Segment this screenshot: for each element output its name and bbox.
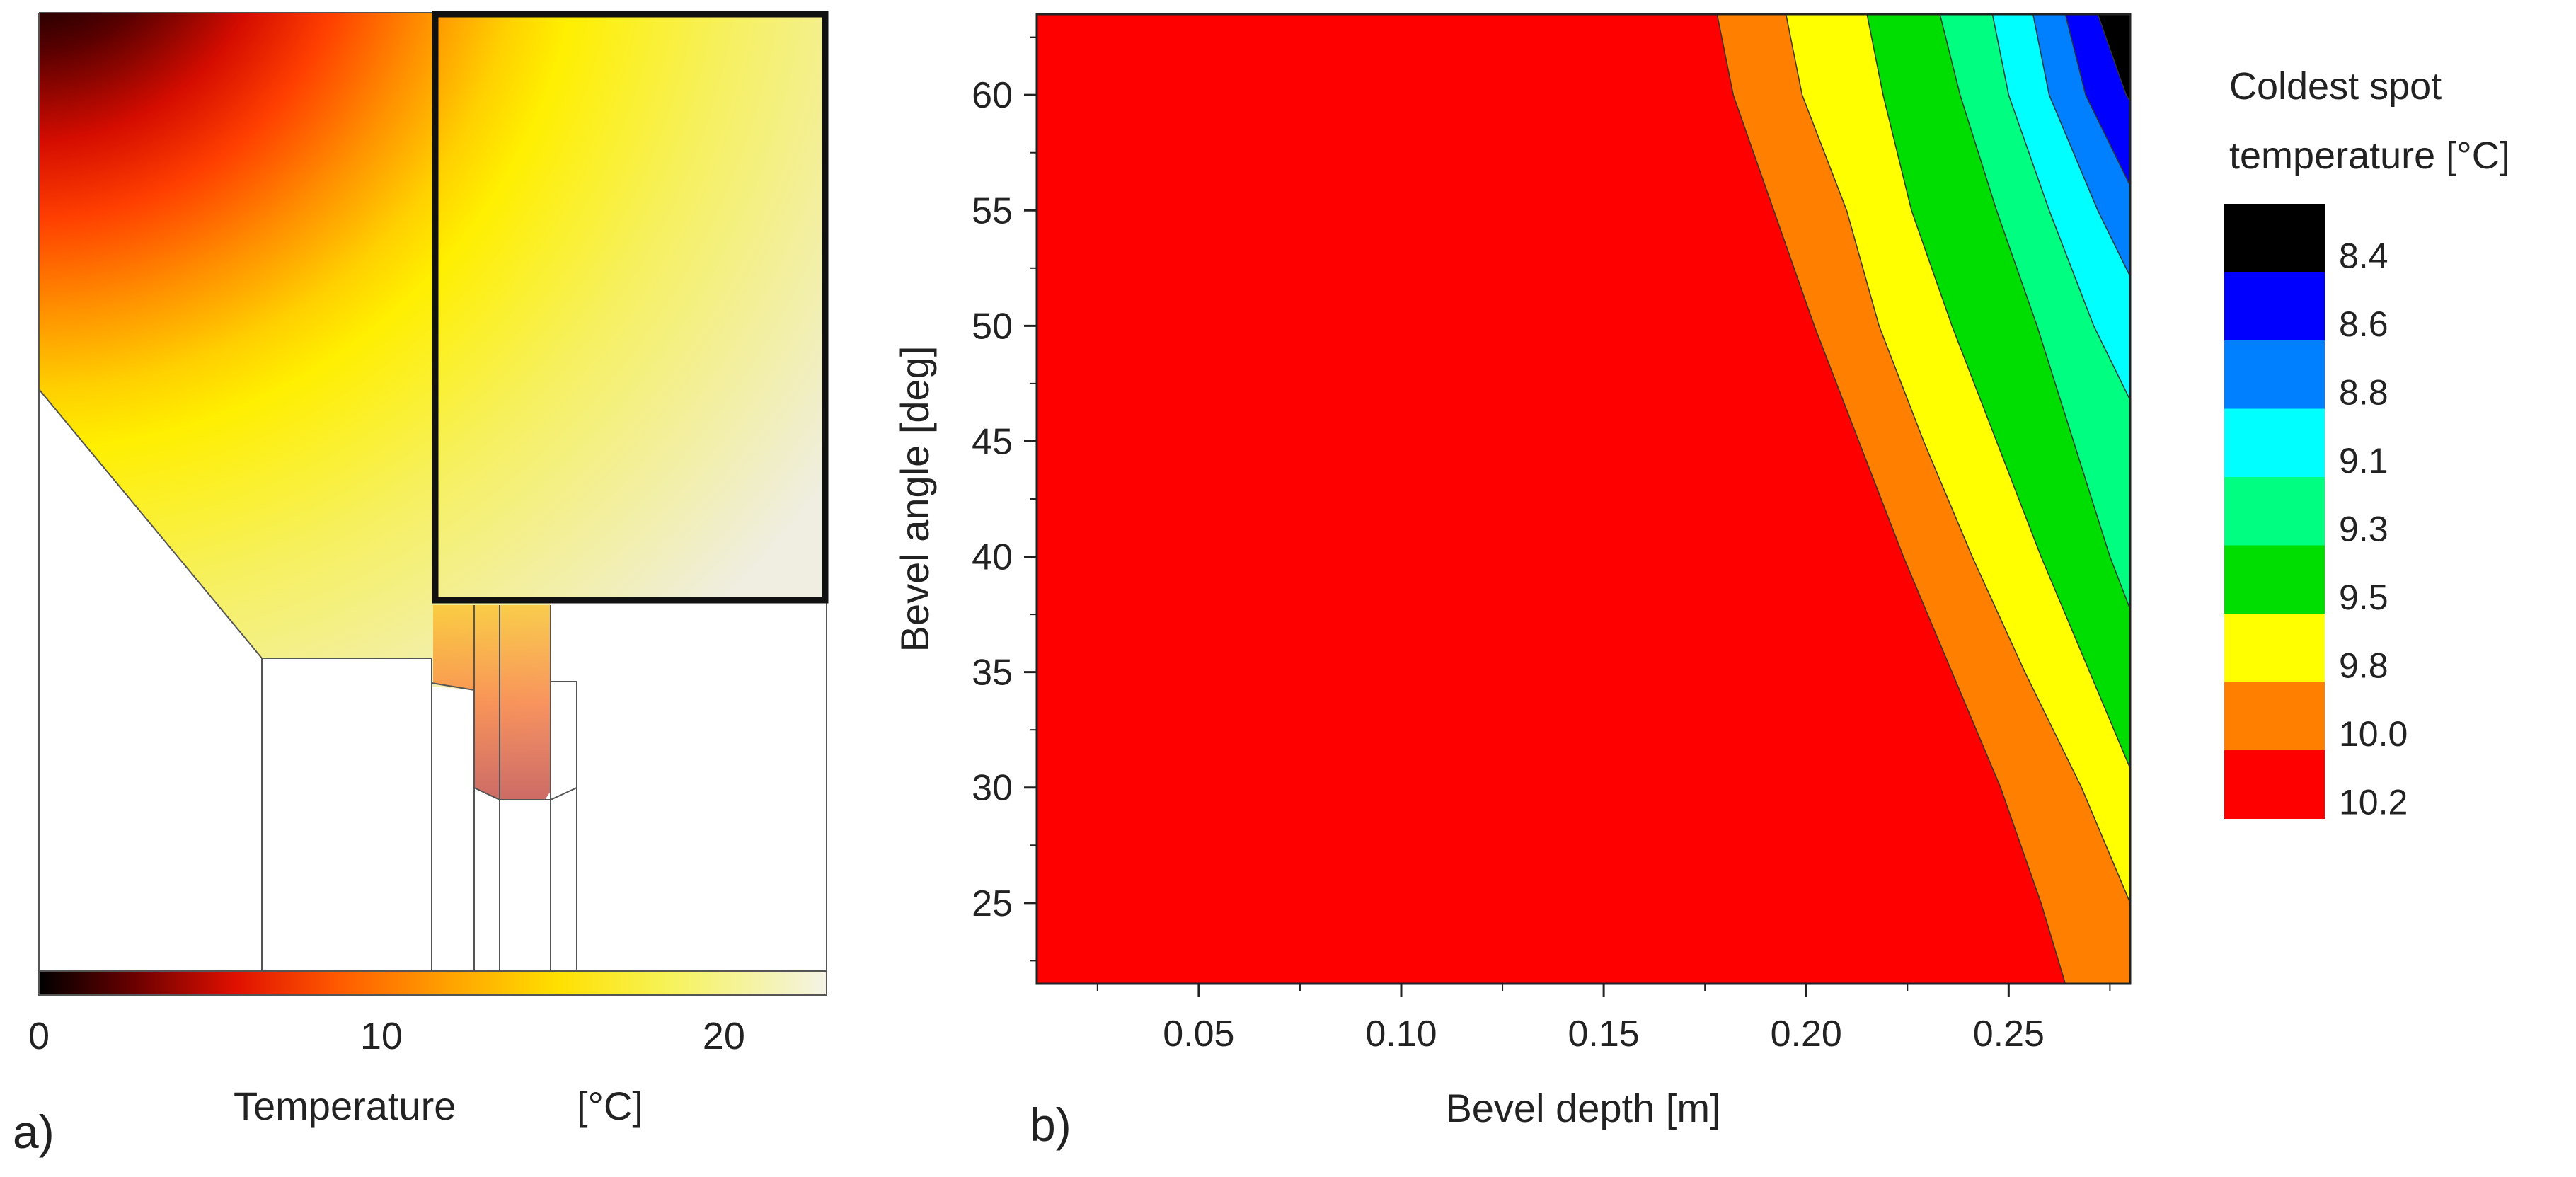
colorbar-swatch xyxy=(2224,204,2325,272)
y-axis: 25 30 35 40 45 50 55 60 xyxy=(972,36,1037,962)
colorbar-swatch xyxy=(2224,750,2325,819)
y-tick-label: 40 xyxy=(972,537,1013,578)
panel-b-label: b) xyxy=(1030,1098,1071,1151)
y-tick-label: 35 xyxy=(972,653,1013,694)
colorbar-ticks: 0 10 20 xyxy=(28,1015,745,1057)
region-8.4 xyxy=(2097,14,2130,103)
colorbar-swatch xyxy=(2224,477,2325,546)
temperature-colorbar xyxy=(38,970,827,996)
colorbar-level-label: 9.5 xyxy=(2339,578,2388,617)
colorbar-swatch xyxy=(2224,340,2325,409)
colorbar-level-label: 10.0 xyxy=(2339,714,2408,754)
y-tick-label: 45 xyxy=(972,421,1013,462)
x-tick-label: 0.15 xyxy=(1568,1014,1640,1055)
x-axis: 0.05 0.10 0.15 0.20 0.25 xyxy=(1096,984,2111,1055)
colorbar-swatch xyxy=(2224,614,2325,682)
y-tick-label: 50 xyxy=(972,306,1013,347)
colorbar-level-label: 9.1 xyxy=(2339,441,2388,481)
contour-regions xyxy=(1037,14,2130,984)
colorbar-level-label: 10.2 xyxy=(2339,783,2408,822)
panel-b: 0.05 0.10 0.15 0.20 0.25 25 30 35 40 45 50 55 60 Be… xyxy=(892,13,2510,1151)
panel-a-label: a) xyxy=(13,1106,54,1158)
temperature-unit-label: [°C] xyxy=(577,1084,643,1128)
y-tick-label: 30 xyxy=(972,768,1013,809)
y-tick-label: 25 xyxy=(972,883,1013,924)
colorbar-tick-label: 0 xyxy=(28,1015,50,1057)
colorbar-level-label: 8.6 xyxy=(2339,304,2388,344)
x-tick-label: 0.05 xyxy=(1163,1014,1234,1055)
x-tick-label: 0.20 xyxy=(1771,1014,1842,1055)
y-tick-label: 60 xyxy=(972,75,1013,116)
colorbar-swatch xyxy=(2224,545,2325,614)
neck-region xyxy=(433,605,551,800)
x-axis-label: Bevel depth [m] xyxy=(1445,1086,1720,1130)
panel-a: 0 10 20 Temperature [°C] a) xyxy=(13,11,829,1158)
colorbar-title-line1: Coldest spot xyxy=(2229,65,2442,108)
colorbar-level-label: 9.3 xyxy=(2339,510,2388,549)
colorbar-title-line2: temperature [°C] xyxy=(2229,134,2510,177)
colorbar-level-label: 9.8 xyxy=(2339,646,2388,686)
y-tick-label: 55 xyxy=(972,190,1013,231)
contour-colorbar: 8.4 8.6 8.8 9.1 9.3 9.5 9.8 10.0 10.2 xyxy=(2224,204,2408,822)
colorbar-swatch xyxy=(2224,682,2325,751)
colorbar-tick-label: 10 xyxy=(360,1015,403,1057)
colorbar-tick-label: 20 xyxy=(703,1015,745,1057)
x-tick-label: 0.25 xyxy=(1973,1014,2045,1055)
temperature-axis-label: Temperature xyxy=(234,1084,456,1128)
colorbar-swatch xyxy=(2224,272,2325,341)
x-tick-label: 0.10 xyxy=(1365,1014,1437,1055)
colorbar-swatch xyxy=(2224,408,2325,478)
colorbar-level-label: 8.4 xyxy=(2339,236,2388,276)
highlight-box xyxy=(432,11,829,604)
y-axis-label: Bevel angle [deg] xyxy=(892,346,937,653)
colorbar-level-label: 8.8 xyxy=(2339,373,2388,413)
